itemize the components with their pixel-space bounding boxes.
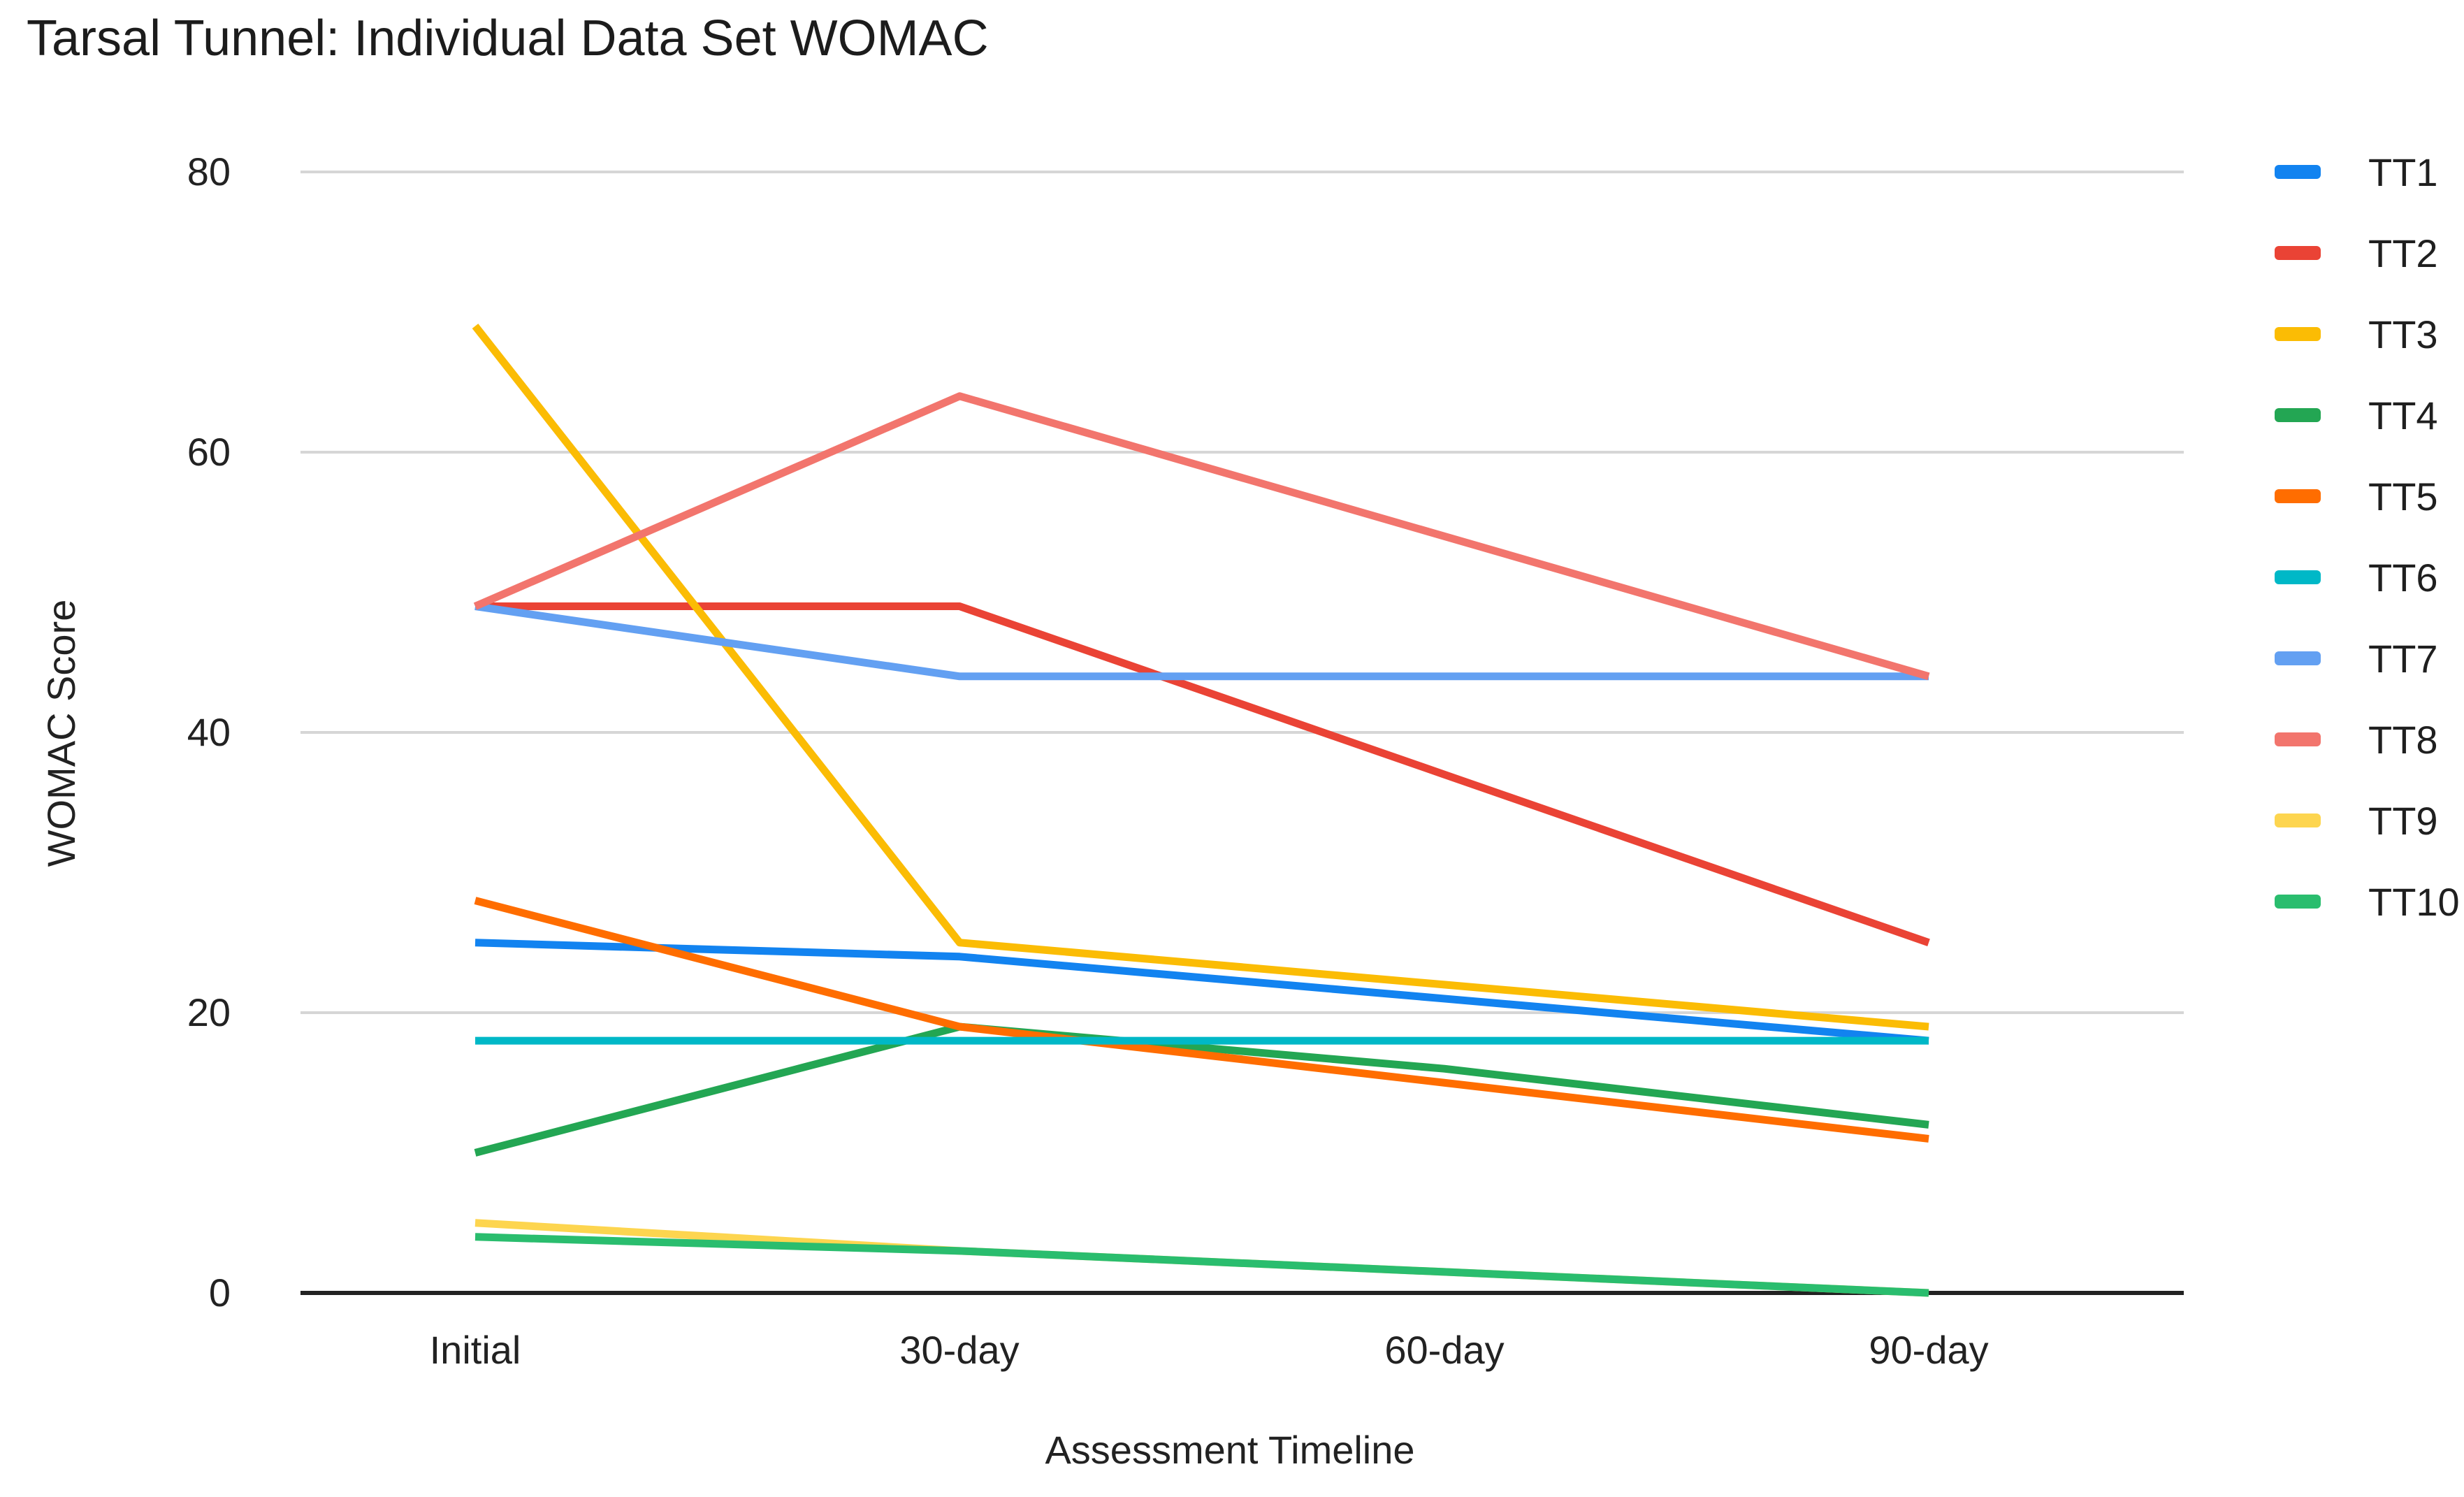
- legend-swatch-tt2: [2275, 246, 2321, 260]
- y-tick-label: 60: [187, 430, 231, 474]
- x-tick-label: 60-day: [1384, 1328, 1505, 1372]
- y-tick-label: 80: [187, 150, 231, 194]
- legend-swatch-tt8: [2275, 732, 2321, 746]
- series-line-tt1: [474, 939, 1929, 1045]
- legend-item-tt6: TT6: [2268, 537, 2460, 618]
- legend-item-tt10: TT10: [2268, 861, 2460, 942]
- x-tick-label: Initial: [429, 1328, 521, 1372]
- legend-label-tt4: TT4: [2368, 393, 2438, 437]
- legend-label-tt5: TT5: [2368, 474, 2438, 519]
- x-axis-title: Assessment Timeline: [1045, 1428, 1415, 1472]
- y-tick-label: 20: [187, 990, 231, 1034]
- x-tick-label: 90-day: [1869, 1328, 1989, 1372]
- legend-item-tt4: TT4: [2268, 375, 2460, 456]
- legend-label-tt7: TT7: [2368, 636, 2438, 681]
- legend-item-tt2: TT2: [2268, 212, 2460, 294]
- legend-item-tt1: TT1: [2268, 131, 2460, 212]
- legend-label-tt1: TT1: [2368, 150, 2438, 194]
- x-tick-label: 30-day: [899, 1328, 1020, 1372]
- legend: TT1 TT2 TT3 TT4 TT5 TT6 TT7 TT8 TT9 TT10: [2268, 131, 2460, 942]
- legend-swatch-tt5: [2275, 489, 2321, 503]
- series-line-tt2: [475, 602, 1930, 946]
- series-line-tt7: [474, 602, 1929, 681]
- series-line-tt8: [473, 392, 1930, 681]
- legend-item-tt5: TT5: [2268, 456, 2460, 537]
- series-line-tt3: [472, 324, 1929, 1031]
- legend-swatch-tt3: [2275, 327, 2321, 341]
- legend-swatch-tt6: [2275, 570, 2321, 584]
- legend-label-tt6: TT6: [2368, 555, 2438, 600]
- legend-swatch-tt1: [2275, 165, 2321, 179]
- legend-swatch-tt10: [2275, 895, 2321, 909]
- legend-swatch-tt4: [2275, 408, 2321, 422]
- legend-item-tt9: TT9: [2268, 780, 2460, 861]
- y-tick-label: 40: [187, 710, 231, 754]
- series-line-tt5: [474, 897, 1929, 1143]
- legend-item-tt7: TT7: [2268, 618, 2460, 699]
- legend-label-tt3: TT3: [2368, 312, 2438, 356]
- series-line-tt10: [474, 1233, 1929, 1297]
- chart-title: Tarsal Tunnel: Individual Data Set WOMAC: [27, 10, 989, 66]
- legend-label-tt10: TT10: [2368, 879, 2460, 924]
- legend-item-tt8: TT8: [2268, 699, 2460, 780]
- legend-swatch-tt7: [2275, 651, 2321, 665]
- legend-label-tt9: TT9: [2368, 798, 2438, 843]
- y-axis-title: WOMAC Score: [39, 599, 83, 867]
- legend-swatch-tt9: [2275, 813, 2321, 827]
- legend-label-tt2: TT2: [2368, 231, 2438, 275]
- y-tick-label: 0: [208, 1271, 231, 1315]
- legend-item-tt3: TT3: [2268, 294, 2460, 375]
- legend-label-tt8: TT8: [2368, 717, 2438, 762]
- series-line-tt4: [474, 1022, 1929, 1157]
